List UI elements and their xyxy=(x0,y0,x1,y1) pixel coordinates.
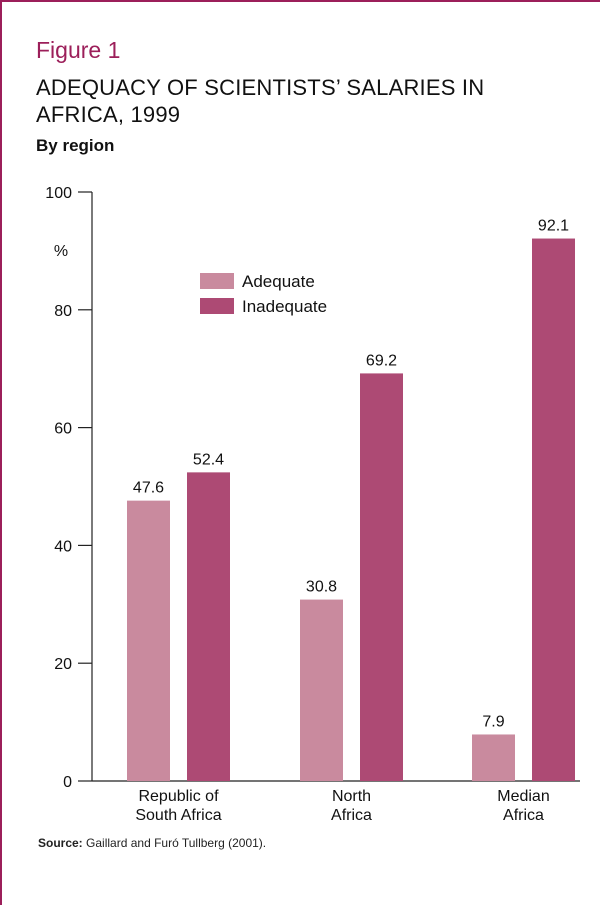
data-label: 47.6 xyxy=(133,480,164,497)
y-tick-label: 20 xyxy=(54,656,72,673)
legend-swatch-inadequate xyxy=(200,298,234,314)
bar-inadequate xyxy=(532,238,575,781)
bar-inadequate xyxy=(360,373,403,781)
data-label: 30.8 xyxy=(306,579,337,596)
legend-label-adequate: Adequate xyxy=(242,272,315,291)
y-tick-label: 40 xyxy=(54,538,72,555)
figure-label: Figure 1 xyxy=(36,37,121,63)
y-tick-label: 100 xyxy=(45,185,72,202)
chart-title: ADEQUACY OF SCIENTISTS’ SALARIES IN AFRI… xyxy=(36,75,485,127)
source-note: Source: Gaillard and Furó Tullberg (2001… xyxy=(38,836,266,850)
legend-label-inadequate: Inadequate xyxy=(242,297,327,316)
y-tick-label: 0 xyxy=(63,774,72,791)
x-category-label-line: Median xyxy=(497,788,550,805)
bar-adequate xyxy=(300,599,343,781)
data-label: 7.9 xyxy=(482,713,504,730)
y-axis-unit-label: % xyxy=(54,243,68,260)
data-label: 52.4 xyxy=(193,451,224,468)
x-category-label: Median Africa xyxy=(444,787,600,825)
x-category-label-line: South Africa xyxy=(135,807,222,824)
x-category-label-line: North xyxy=(331,788,372,805)
x-category-label-line: Africa xyxy=(503,807,544,824)
y-tick-label: 60 xyxy=(54,421,72,438)
legend-swatch-adequate xyxy=(200,273,234,289)
source-label: Source: xyxy=(38,836,83,850)
chart-subtitle: By region xyxy=(36,136,115,155)
x-category-label: North Africa xyxy=(272,787,432,825)
data-label: 69.2 xyxy=(366,352,397,369)
y-tick-label: 80 xyxy=(54,303,72,320)
x-category-label-line: Republic of xyxy=(138,788,219,805)
source-text: Gaillard and Furó Tullberg (2001). xyxy=(86,836,267,850)
x-category-label-line: Africa xyxy=(331,807,372,824)
bar-adequate xyxy=(472,734,515,781)
x-category-label: Republic of South Africa xyxy=(99,787,259,825)
bar-chart: 0 20 40 60 80 100% Adequate Inadequate 47.6 52.4 3… xyxy=(45,185,580,791)
bar-adequate xyxy=(127,500,170,781)
bar-inadequate xyxy=(187,472,230,781)
data-label: 92.1 xyxy=(538,218,569,235)
